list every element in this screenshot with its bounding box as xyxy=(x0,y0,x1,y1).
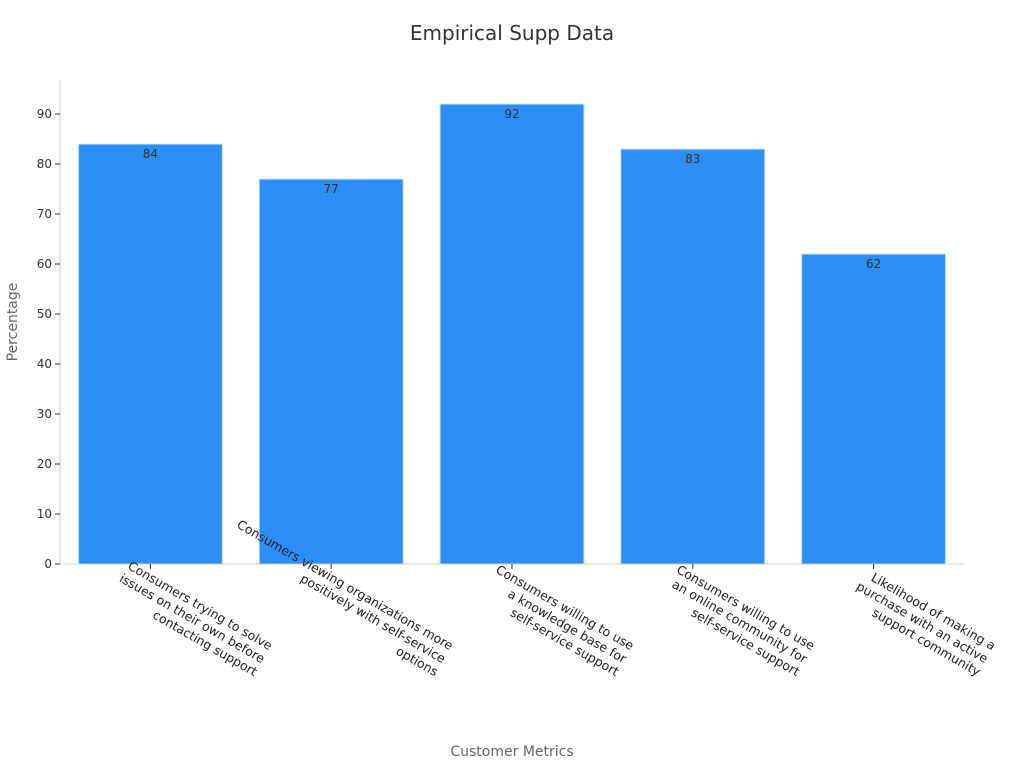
y-tick-label: 60 xyxy=(37,257,52,271)
bar xyxy=(439,103,585,565)
bar-value-label: 92 xyxy=(504,107,519,121)
y-tick-label: 50 xyxy=(37,307,52,321)
x-axis-label: Customer Metrics xyxy=(450,744,573,760)
y-tick-label: 80 xyxy=(37,157,52,171)
bar-value-label: 83 xyxy=(685,152,700,166)
chart-title: Empirical Supp Data xyxy=(410,21,614,45)
y-tick-label: 40 xyxy=(37,357,52,371)
bar-value-label: 77 xyxy=(324,182,339,196)
x-tick-label: Consumers willing to usea knowledge base… xyxy=(478,562,637,680)
y-tick-label: 70 xyxy=(37,207,52,221)
bar xyxy=(258,178,404,565)
y-tick-label: 30 xyxy=(37,407,52,421)
bars-group xyxy=(77,103,947,565)
y-ticks-group: 0 10 20 30 40 50 60 70 80 90 xyxy=(37,107,60,571)
x-tick-label-line: an online community for xyxy=(670,576,811,666)
y-tick-label: 20 xyxy=(37,457,52,471)
x-tick-label-line: issues on their own before xyxy=(117,570,268,666)
x-tick-label-line: positively with self-service xyxy=(298,571,449,667)
y-axis-label: Percentage xyxy=(5,283,21,362)
y-tick-label: 0 xyxy=(44,557,52,571)
bar xyxy=(620,148,766,565)
bar-value-label: 62 xyxy=(866,257,881,271)
bar-value-label: 84 xyxy=(143,147,158,161)
plot-area: 84 77 92 83 62 0 10 20 30 40 50 60 70 80 90 Consumers… xyxy=(37,80,998,680)
bar xyxy=(801,253,947,565)
y-tick-label: 90 xyxy=(37,107,52,121)
x-tick-label: Consumers trying to solveissues on their… xyxy=(109,557,275,679)
x-tick-label-line: purchase with an active xyxy=(854,578,991,666)
bar xyxy=(77,143,223,565)
data-labels-group: 84 77 92 83 62 xyxy=(143,107,881,271)
x-tick-label: Consumers willing to usean online commun… xyxy=(659,562,818,680)
y-tick-label: 10 xyxy=(37,507,52,521)
x-tick-label: Likelihood of making apurchase with an a… xyxy=(846,565,998,679)
